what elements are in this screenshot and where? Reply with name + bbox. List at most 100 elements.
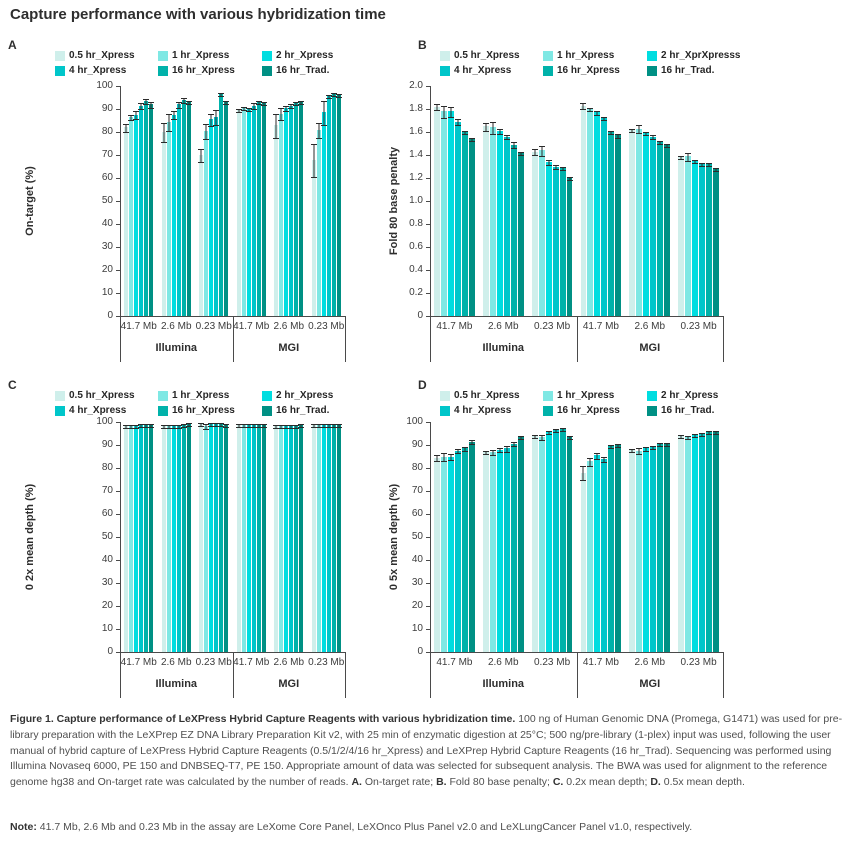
y-tick-label: 0 — [107, 310, 113, 321]
bar — [559, 428, 566, 652]
bar — [209, 423, 214, 652]
y-tick-label: 10 — [411, 623, 423, 634]
error-bar — [138, 424, 145, 429]
error-bar — [594, 453, 601, 460]
y-tick-mark — [426, 606, 430, 607]
error-bar — [133, 425, 140, 430]
legend-label: 4 hr_Xpress — [69, 65, 127, 76]
legend-label: 16 hr_Xpress — [172, 405, 235, 416]
bar — [256, 102, 261, 316]
bar — [440, 111, 447, 316]
y-tick-mark — [426, 316, 430, 317]
y-tick-mark — [116, 422, 120, 423]
group-separator — [120, 316, 121, 362]
platform-label: MGI — [278, 342, 300, 354]
error-bar — [245, 107, 252, 113]
y-tick-mark — [116, 652, 120, 653]
bar — [171, 425, 176, 652]
legend-label: 16 hr_Xpress — [172, 65, 235, 76]
bar — [545, 161, 552, 316]
y-tick-mark — [426, 514, 430, 515]
error-bar — [223, 100, 230, 106]
group-separator — [345, 316, 346, 362]
group-label: 41.7 Mb — [120, 657, 157, 668]
error-bar — [310, 423, 317, 428]
bar — [204, 425, 209, 652]
error-bar — [629, 448, 636, 453]
bar — [149, 104, 154, 316]
bar — [134, 114, 139, 316]
legend-swatch-icon — [543, 51, 553, 61]
legend-swatch-icon — [262, 406, 272, 416]
legend-swatch-icon — [440, 66, 450, 76]
group-label: 41.7 Mb — [120, 321, 157, 332]
legend-label: 2 hr_XprXpresss — [661, 50, 741, 61]
bar — [279, 425, 284, 652]
y-tick-mark — [116, 583, 120, 584]
group-label: 2.6 Mb — [487, 657, 519, 668]
error-bar — [240, 424, 247, 429]
legend-label: 4 hr_Xpress — [454, 405, 512, 416]
y-tick-label: 2.0 — [409, 80, 423, 91]
caption-segment: On-target rate; — [361, 776, 437, 788]
bar — [706, 164, 713, 316]
bar — [643, 448, 650, 652]
error-bar — [330, 423, 337, 428]
panel-letter-b: B — [418, 38, 427, 52]
y-tick-label: 1.2 — [409, 172, 423, 183]
bar — [706, 432, 713, 652]
error-bar — [489, 121, 496, 136]
legend-label: 2 hr_Xpress — [661, 390, 719, 401]
error-bar — [517, 435, 524, 440]
y-tick-label: 40 — [101, 218, 113, 229]
error-bar — [335, 423, 342, 428]
y-tick-label: 0.6 — [409, 241, 423, 252]
group-label: 2.6 Mb — [160, 321, 192, 332]
bar — [482, 126, 489, 316]
error-bar — [699, 432, 706, 437]
bar — [601, 118, 608, 316]
error-bar — [580, 465, 587, 482]
bar — [510, 443, 517, 652]
y-tick-label: 60 — [101, 172, 113, 183]
y-tick-mark — [426, 224, 430, 225]
error-bar — [288, 104, 295, 109]
platform-label: Illumina — [482, 342, 525, 354]
group-separator — [430, 652, 431, 698]
caption-bold-segment: A. — [351, 776, 362, 788]
error-bar — [143, 98, 150, 106]
y-tick-mark — [426, 270, 430, 271]
y-tick-mark — [116, 109, 120, 110]
y-tick-mark — [116, 155, 120, 156]
y-tick-label: 30 — [411, 577, 423, 588]
y-tick-mark — [426, 629, 430, 630]
bar — [279, 113, 284, 316]
bar — [468, 138, 475, 316]
bar — [580, 472, 587, 652]
bar — [434, 106, 440, 316]
caption-segment: 0.5x mean depth. — [660, 776, 745, 788]
bar — [251, 425, 256, 652]
y-tick-label: 100 — [406, 416, 423, 427]
bar — [326, 425, 331, 652]
bar — [204, 130, 209, 316]
bar — [594, 112, 601, 316]
bar — [650, 136, 657, 316]
y-tick-mark — [116, 293, 120, 294]
legend-item: 16 hr_Trad. — [262, 65, 329, 77]
legend-label: 1 hr_Xpress — [557, 390, 615, 401]
legend-swatch-icon — [647, 406, 657, 416]
error-bar — [148, 423, 155, 428]
error-bar — [664, 143, 671, 148]
bar — [284, 425, 289, 652]
bar — [510, 144, 517, 316]
error-bar — [250, 103, 257, 110]
y-tick-mark — [426, 178, 430, 179]
y-tick-label: 10 — [101, 623, 113, 634]
error-bar — [594, 111, 601, 116]
bar — [608, 446, 615, 652]
bar — [489, 127, 496, 316]
legend-item: 16 hr_Xpress — [158, 405, 235, 417]
group-label: 0.23 Mb — [308, 657, 345, 668]
y-axis-line — [120, 86, 121, 316]
